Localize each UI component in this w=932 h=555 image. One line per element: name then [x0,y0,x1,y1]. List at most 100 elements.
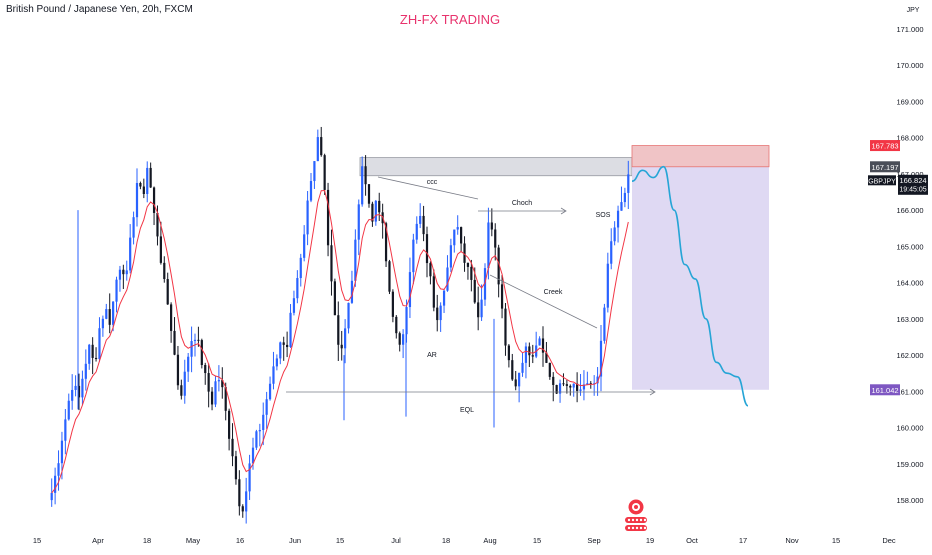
candle-body [466,262,470,267]
candle-body [214,381,217,405]
candle-body [507,345,510,361]
y-tick-label: 167.000 [896,170,923,179]
candle-body [442,290,446,306]
ccc-trendline [377,176,479,200]
y-tick-label: 158.000 [896,496,923,505]
price-label-target-top: 167.783 [871,142,898,151]
moving-average-line [51,189,629,494]
candle-body [473,279,476,303]
candle-body [463,243,466,263]
candle-body [84,363,87,379]
candle-body [149,167,152,188]
candle-body [146,167,149,195]
candle-body [330,245,333,282]
candle-body [139,182,142,187]
candle-body [429,263,432,277]
y-tick-label: 163.000 [896,315,923,324]
annotation-choch: Choch [512,200,532,207]
price-label-target-top-bg [870,140,900,152]
candle-body [204,365,207,374]
candle-body [50,492,53,501]
candle-body [552,376,555,385]
x-tick-label: Jun [289,536,301,545]
candle-body [518,372,521,387]
candle-body [569,385,572,388]
x-tick-label: 17 [739,536,747,545]
candle-body [320,137,323,156]
y-tick-label: 170.000 [896,61,923,70]
candle-body [606,263,609,308]
annotation-eql: EQL [460,407,474,414]
candle-body [511,360,514,380]
candle-body [558,383,562,394]
candle-body [115,279,118,302]
candle-body [245,491,248,512]
candle-body [395,316,398,334]
candle-body [340,344,343,349]
stop-zone [631,145,770,168]
price-label-target: 161.042 [871,386,898,395]
candle-body [67,400,70,420]
y-tick-label: 159.000 [896,460,923,469]
candle-body [521,362,524,373]
candle-body [183,371,186,396]
candle-body [135,182,139,218]
candle-body [582,384,586,390]
candle-body [350,280,354,303]
candle-body [367,184,371,204]
candle-body [586,383,589,385]
candle-body [494,229,497,248]
price-label-target-bg [870,384,900,396]
candle-body [412,239,415,273]
candle-body [132,217,135,238]
candle-body [439,305,442,321]
candle-body [262,414,265,431]
y-tick-label: 164.000 [896,279,923,288]
annotation-ccc: ccc [427,179,438,186]
x-tick-label: Apr [92,536,104,545]
price-label-zone-level-bg [870,161,900,173]
candle-body [528,346,531,356]
y-tick-label: 169.000 [896,97,923,106]
candle-body [361,166,364,205]
candle-body [531,355,534,357]
candle-body [258,430,261,432]
symbol-tag-bg [868,175,896,186]
candle-body [187,356,190,372]
candle-body [480,299,483,318]
candle-body [316,137,319,162]
x-tick-label: Dec [882,536,896,545]
candle-body [77,385,81,398]
candle-body [405,307,408,335]
candle-body [524,346,528,363]
candles [50,126,630,524]
candle-body [378,200,381,213]
candle-body [193,339,197,342]
y-tick-label: 162.000 [896,351,923,360]
candle-body [384,223,388,262]
candle-body [603,307,606,341]
logo-icon [625,499,647,531]
candle-body [228,410,231,439]
candle-body [422,215,425,235]
x-tick-label: Sep [587,536,600,545]
candle-body [490,222,493,230]
candle-body [620,202,623,211]
candle-body [268,383,272,400]
x-tick-label: May [186,536,200,545]
candle-body [456,227,459,230]
x-tick-label: 16 [236,536,244,545]
candle-body [190,341,193,357]
candle-body [548,362,551,377]
candle-body [538,338,541,346]
candle-body [309,181,313,201]
candle-body [159,236,162,263]
candle-body [299,257,302,279]
candle-body [613,227,616,242]
candle-body [200,340,203,366]
candle-body [303,234,306,258]
candle-body [364,166,367,185]
y-tick-label: 166.000 [896,206,923,215]
